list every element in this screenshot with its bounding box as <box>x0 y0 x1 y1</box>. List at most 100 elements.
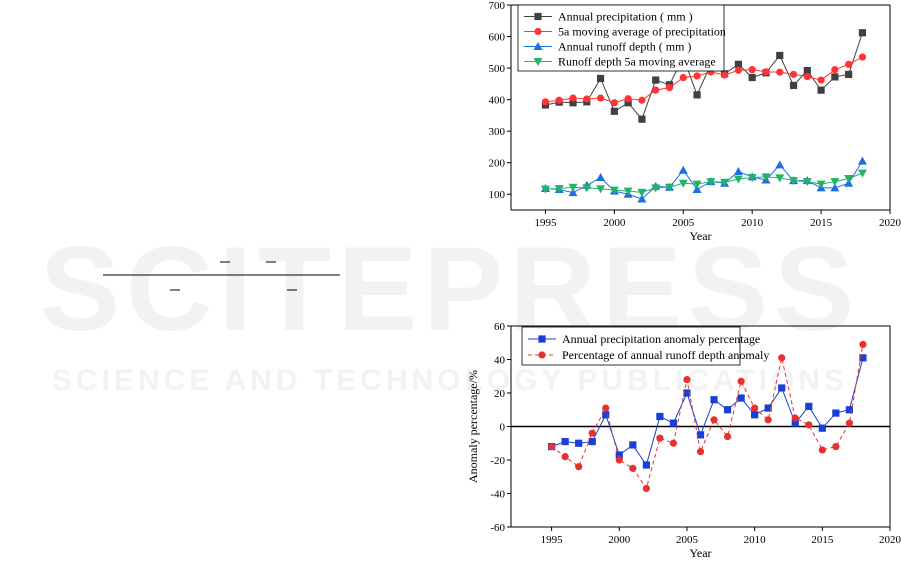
data-point <box>624 95 632 103</box>
x-axis-label: Year <box>689 229 711 243</box>
data-point <box>615 456 623 464</box>
legend-entry: Percentage of annual runoff depth anomal… <box>562 348 769 362</box>
data-point <box>706 178 716 187</box>
data-point <box>575 463 583 471</box>
data-point <box>816 180 826 189</box>
x-tick-label: 2005 <box>676 534 699 546</box>
data-point <box>679 73 687 82</box>
equation-fragment <box>103 261 340 291</box>
data-point <box>669 439 678 447</box>
data-point <box>845 60 853 68</box>
data-point <box>710 416 718 424</box>
data-point <box>791 414 799 422</box>
y-tick-label: 0 <box>500 422 506 434</box>
data-point <box>789 70 798 78</box>
data-point <box>817 76 825 84</box>
data-point <box>637 194 647 203</box>
data-point <box>637 188 647 197</box>
data-point <box>737 377 745 385</box>
y-tick-label: -60 <box>490 522 505 534</box>
data-point <box>857 169 867 178</box>
data-point <box>789 81 798 90</box>
data-point <box>748 73 756 82</box>
data-point <box>652 76 660 84</box>
legend: Annual precipitation ( mm )5a moving ave… <box>517 4 726 72</box>
data-point <box>791 419 799 427</box>
data-point <box>692 185 702 193</box>
y-tick-label: 400 <box>489 95 506 107</box>
data-point <box>734 60 742 68</box>
data-point <box>610 99 618 107</box>
watermark-subtitle: SCIENCE AND TECHNOLOGY PUBLICATIONS <box>52 364 848 397</box>
data-point <box>693 72 701 80</box>
x-tick-label: 2015 <box>811 534 834 546</box>
data-point <box>723 432 732 441</box>
data-point <box>656 434 664 442</box>
legend-entry: Annual runoff depth ( mm ) <box>558 40 691 54</box>
x-tick-label: 1995 <box>534 217 557 229</box>
data-point <box>776 51 784 60</box>
data-point <box>561 453 569 461</box>
data-point <box>652 86 660 94</box>
data-point <box>830 178 840 187</box>
legend-swatch-marker <box>534 27 542 36</box>
x-tick-label: 2020 <box>879 534 901 546</box>
legend-swatch-marker <box>533 58 543 66</box>
series-line <box>545 172 863 193</box>
legend-swatch-marker <box>533 42 543 50</box>
data-point <box>554 185 564 194</box>
data-point <box>776 68 784 76</box>
data-point <box>541 98 550 106</box>
y-tick-label: 300 <box>489 126 506 138</box>
data-point <box>831 66 839 74</box>
data-point <box>778 354 786 362</box>
data-point <box>569 99 577 107</box>
y-tick-label: 20 <box>494 388 506 400</box>
data-point <box>720 178 730 187</box>
data-point <box>583 95 591 103</box>
x-tick-label: 1995 <box>541 534 564 546</box>
y-tick-label: 60 <box>494 321 506 333</box>
data-point <box>845 70 853 78</box>
data-point <box>692 180 702 189</box>
legend-entry: 5a moving average of precipitation <box>558 25 726 39</box>
x-axis-label: Year <box>689 546 711 560</box>
y-tick-label: 40 <box>494 355 506 367</box>
legend-swatch-marker <box>534 12 542 21</box>
data-point <box>629 464 637 472</box>
data-point <box>683 389 691 397</box>
data-point <box>656 412 664 421</box>
data-point <box>669 419 678 427</box>
data-point <box>596 94 605 102</box>
data-point <box>817 86 825 94</box>
data-point <box>764 416 772 424</box>
data-point <box>665 84 674 92</box>
series-line <box>551 344 864 490</box>
data-point <box>775 160 785 169</box>
data-point <box>858 29 867 37</box>
data-point <box>721 71 729 79</box>
data-point <box>789 177 799 186</box>
chart-bottom: 1995 2000 2005 2010 2015 2020 -60 -40 -20 0 20 40 60… <box>466 321 901 560</box>
data-point <box>678 165 688 174</box>
data-point <box>803 72 811 81</box>
data-point <box>747 174 757 183</box>
data-point <box>588 429 596 437</box>
data-point <box>710 396 718 404</box>
series-2 <box>548 340 867 493</box>
legend-box <box>517 4 725 72</box>
data-point <box>844 174 854 183</box>
data-point <box>623 187 633 196</box>
data-point <box>678 179 688 188</box>
data-point <box>693 91 701 99</box>
y-tick-label: 100 <box>489 189 506 201</box>
data-point <box>859 354 867 362</box>
legend-swatch-marker <box>538 335 546 343</box>
data-point <box>805 402 813 410</box>
data-point <box>832 409 840 417</box>
data-point <box>818 446 826 454</box>
data-point <box>723 406 732 414</box>
data-point <box>582 184 592 193</box>
x-tick-label: 2020 <box>879 217 901 229</box>
